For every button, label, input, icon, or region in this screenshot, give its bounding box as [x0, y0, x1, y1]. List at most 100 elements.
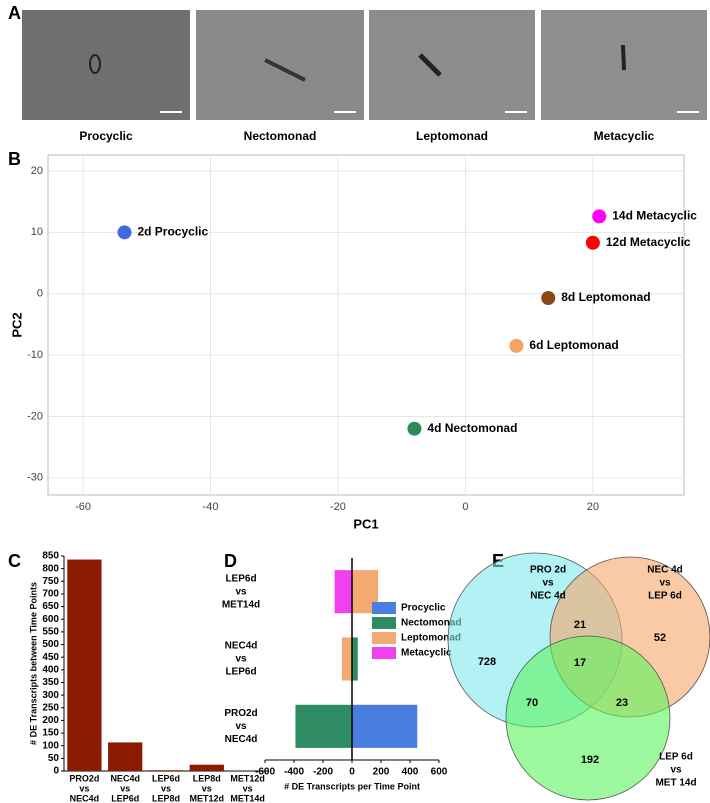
x-tick-label: -400	[284, 767, 304, 778]
point	[509, 338, 524, 353]
label-line: PRO 2d	[530, 565, 566, 576]
y-axis-label: # DE Transcripts between Time Points	[28, 582, 38, 745]
y-tick-label: -30	[27, 472, 43, 484]
y-tick-label: 550	[42, 627, 59, 638]
y-tick-label: 300	[42, 690, 59, 701]
bar	[334, 570, 352, 614]
point	[585, 235, 600, 250]
label-line: LEP6d	[152, 773, 180, 783]
x-tick-label: -40	[203, 501, 219, 513]
label-line: MET14d	[230, 793, 265, 803]
legend-swatch	[372, 647, 396, 659]
label-line: LEP8d	[193, 773, 221, 783]
label-line: LEP 6d	[659, 752, 693, 763]
x-tick-label: -200	[313, 767, 333, 778]
legend-label: Metacyclic	[401, 648, 452, 659]
label-line: MET12d	[190, 793, 225, 803]
label-line: LEP8d	[152, 793, 180, 803]
bar	[67, 559, 102, 771]
panel-letter: A	[8, 3, 21, 23]
point-label: 12d Metacyclic	[606, 235, 691, 249]
y-tick-label: 500	[42, 639, 59, 650]
legend-label: Procyclic	[401, 603, 446, 614]
region-count: 52	[654, 632, 666, 644]
label-line: vs	[670, 765, 682, 776]
cell	[418, 53, 442, 77]
y-tick-label: 450	[42, 652, 59, 663]
point-label: 8d Leptomonad	[561, 290, 650, 304]
y-tick-label: 350	[42, 677, 59, 688]
y-tick-label: 50	[48, 753, 60, 764]
label-line: vs	[235, 721, 247, 732]
micrograph-label: Leptomonad	[416, 129, 488, 143]
micrograph	[22, 10, 190, 120]
region-count: 23	[616, 697, 628, 709]
label-line: vs	[659, 578, 671, 589]
label-line: MET14d	[222, 599, 260, 610]
x-axis-label: # DE Transcripts per Time Point	[284, 781, 420, 791]
micrograph-label: Nectomonad	[244, 129, 317, 143]
x-tick-label: 20	[587, 501, 599, 513]
y-tick-label: 750	[42, 576, 59, 587]
y-axis-label: PC2	[9, 312, 24, 337]
label-line: NEC4d	[110, 773, 140, 783]
label-line: vs	[235, 654, 247, 665]
x-tick-label: 0	[349, 767, 355, 778]
label-line: NEC 4d	[530, 591, 566, 602]
bar	[352, 704, 418, 748]
label-line: LEP6d	[225, 667, 256, 678]
label-line: NEC4d	[225, 641, 258, 652]
legend-swatch	[372, 617, 396, 629]
label-line: MET12d	[230, 773, 265, 783]
y-tick-label: 200	[42, 715, 59, 726]
y-tick-label: -10	[27, 349, 43, 361]
x-axis-label: PC1	[353, 516, 378, 531]
y-tick-label: 850	[42, 551, 59, 562]
bar	[295, 704, 352, 748]
legend-label: Nectomonad	[401, 618, 462, 629]
y-tick-label: 150	[42, 728, 59, 739]
point-label: 14d Metacyclic	[612, 209, 697, 223]
x-tick-label: 400	[402, 767, 419, 778]
y-tick-label: -20	[27, 410, 43, 422]
panel-letter: B	[8, 149, 21, 169]
label-line: NEC4d	[70, 793, 100, 803]
x-tick-label: 200	[373, 767, 390, 778]
y-tick-label: 700	[42, 589, 59, 600]
x-tick-label: 0	[462, 501, 468, 513]
panel-letter: D	[224, 551, 237, 571]
point	[407, 421, 422, 436]
y-tick-label: 20	[31, 165, 43, 177]
y-tick-label: 600	[42, 614, 59, 625]
point-label: 4d Nectomonad	[427, 421, 517, 435]
y-tick-label: 400	[42, 664, 59, 675]
label-line: LEP 6d	[648, 591, 682, 602]
region-count: 21	[574, 619, 586, 631]
label-line: LEP6d	[111, 793, 139, 803]
micrograph-label: Metacyclic	[594, 129, 655, 143]
micrograph-label: Procyclic	[79, 129, 133, 143]
y-tick-label: 650	[42, 601, 59, 612]
cell	[264, 58, 306, 82]
plot-area	[47, 154, 685, 496]
label-line: PRO2d	[69, 773, 99, 783]
label-line: vs	[202, 783, 212, 793]
bar	[148, 770, 184, 771]
region-count: 192	[581, 754, 599, 766]
region-count: 70	[526, 697, 538, 709]
point-label: 6d Leptomonad	[529, 338, 618, 352]
legend-swatch	[372, 632, 396, 644]
y-tick-label: 800	[42, 563, 59, 574]
x-tick-label: -600	[255, 767, 275, 778]
legend-label: Leptomonad	[401, 633, 461, 644]
cell	[89, 54, 101, 74]
label-line: vs	[161, 783, 171, 793]
x-tick-label: -20	[330, 501, 346, 513]
label-line: LEP6d	[225, 573, 256, 584]
bar	[341, 637, 352, 681]
label-line: vs	[243, 783, 253, 793]
venn-set	[505, 635, 671, 801]
label-line: NEC 4d	[647, 565, 683, 576]
